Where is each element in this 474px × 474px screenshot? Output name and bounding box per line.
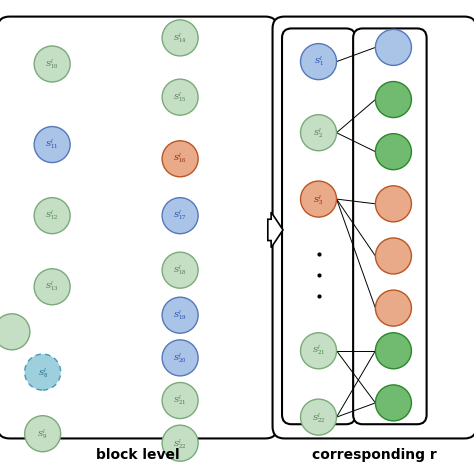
Circle shape: [162, 252, 198, 288]
Text: $S_2^l$: $S_2^l$: [313, 126, 324, 139]
Circle shape: [375, 186, 411, 222]
Circle shape: [34, 269, 70, 305]
FancyBboxPatch shape: [0, 17, 277, 438]
Circle shape: [162, 425, 198, 461]
Text: $S_3^l$: $S_3^l$: [313, 192, 324, 206]
Circle shape: [34, 46, 70, 82]
Circle shape: [34, 198, 70, 234]
Text: $S_{18}^l$: $S_{18}^l$: [173, 264, 187, 277]
Text: $S_{17}^l$: $S_{17}^l$: [173, 209, 187, 222]
FancyBboxPatch shape: [282, 28, 356, 424]
Text: block level: block level: [96, 448, 179, 462]
Text: $S_{16}^l$: $S_{16}^l$: [173, 152, 187, 165]
Text: corresponding r: corresponding r: [312, 448, 437, 462]
Text: $S_8^l$: $S_8^l$: [37, 365, 48, 379]
Circle shape: [162, 141, 198, 177]
Circle shape: [162, 383, 198, 419]
Circle shape: [301, 333, 337, 369]
Circle shape: [25, 416, 61, 452]
Text: $S_{12}^l$: $S_{12}^l$: [46, 209, 59, 222]
Circle shape: [375, 385, 411, 421]
Text: $S_{19}^l$: $S_{19}^l$: [173, 309, 187, 322]
Circle shape: [375, 82, 411, 118]
Circle shape: [375, 333, 411, 369]
Circle shape: [375, 134, 411, 170]
Circle shape: [34, 127, 70, 163]
FancyArrow shape: [268, 212, 283, 247]
Circle shape: [25, 354, 61, 390]
Circle shape: [375, 290, 411, 326]
Circle shape: [301, 181, 337, 217]
FancyBboxPatch shape: [353, 28, 427, 424]
Circle shape: [162, 20, 198, 56]
Circle shape: [162, 297, 198, 333]
Circle shape: [375, 29, 411, 65]
Circle shape: [162, 79, 198, 115]
Text: $S_1^l$: $S_1^l$: [313, 55, 324, 68]
Circle shape: [301, 399, 337, 435]
Circle shape: [375, 238, 411, 274]
Text: $S_{21}^l$: $S_{21}^l$: [312, 344, 325, 357]
Text: $S_9^l$: $S_9^l$: [37, 427, 48, 440]
Circle shape: [162, 340, 198, 376]
Text: $S_{14}^l$: $S_{14}^l$: [173, 31, 187, 45]
FancyBboxPatch shape: [273, 17, 474, 438]
Text: $S_{11}^l$: $S_{11}^l$: [46, 138, 59, 151]
Circle shape: [162, 198, 198, 234]
Circle shape: [301, 44, 337, 80]
Text: $S_{22}^l$: $S_{22}^l$: [312, 410, 325, 424]
Text: $S_{15}^l$: $S_{15}^l$: [173, 91, 187, 104]
Text: $S_{10}^l$: $S_{10}^l$: [46, 57, 59, 71]
Circle shape: [0, 314, 30, 350]
Circle shape: [301, 115, 337, 151]
Text: $S_{21}^l$: $S_{21}^l$: [173, 394, 187, 407]
Text: $S_{20}^l$: $S_{20}^l$: [173, 351, 187, 365]
Text: $S_{22}^l$: $S_{22}^l$: [173, 437, 187, 450]
Text: $S_{13}^l$: $S_{13}^l$: [46, 280, 59, 293]
